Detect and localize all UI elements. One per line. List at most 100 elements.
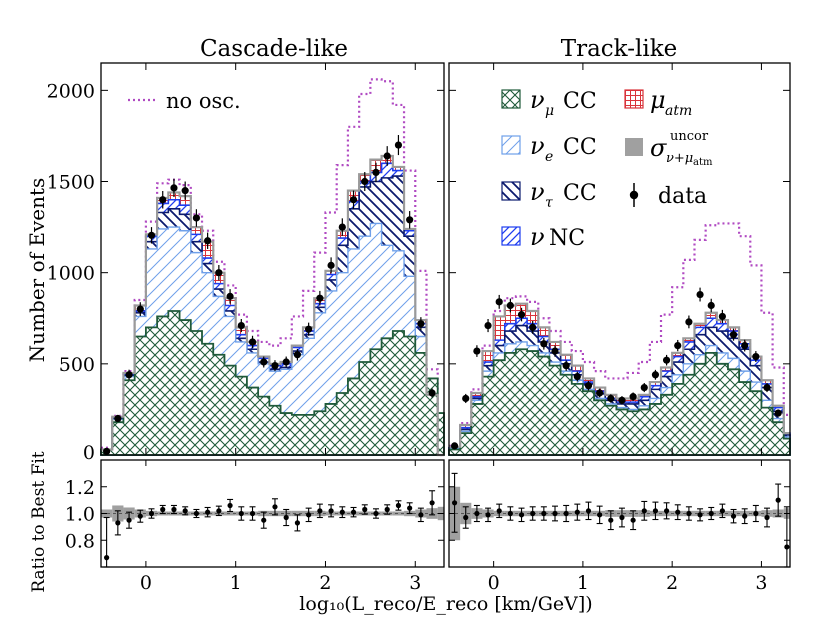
ratio-point	[160, 506, 166, 513]
data-point	[147, 231, 156, 239]
data-point	[506, 301, 514, 310]
noosc-line	[101, 78, 444, 457]
ratio-point	[306, 512, 312, 518]
data-point	[159, 196, 167, 204]
data-point	[383, 152, 391, 160]
data-point	[271, 362, 279, 370]
x-tick-label: 0	[488, 572, 500, 594]
legend-nutau-swatch	[501, 181, 521, 201]
data-point	[540, 340, 548, 348]
data-point	[529, 323, 537, 331]
data-point	[696, 290, 704, 299]
x-tick-label: 0	[140, 572, 152, 594]
ratio-point	[407, 505, 413, 511]
ratio-point	[148, 510, 155, 517]
numu-cc-layer	[448, 348, 791, 456]
legend-data-marker	[629, 190, 639, 200]
data-point	[181, 187, 189, 195]
ratio-point	[686, 510, 692, 517]
data-point	[260, 358, 268, 366]
ratio-point	[619, 514, 625, 521]
data-point	[192, 214, 201, 222]
ratio-tick-label: 1.2	[65, 477, 95, 499]
data-point	[327, 261, 335, 269]
legend-numu-cc: CC	[563, 89, 597, 114]
ratio-point	[608, 517, 614, 523]
ratio-point	[697, 512, 703, 518]
ratio-point	[775, 497, 781, 503]
ratio-point	[362, 506, 368, 513]
data-point	[774, 409, 782, 417]
legend-nutau-cc: CC	[563, 181, 597, 206]
ratio-point	[205, 509, 211, 515]
data-point	[462, 394, 470, 403]
ratio-point	[227, 502, 233, 509]
y-tick-label: 0	[83, 442, 95, 464]
ratio-point	[350, 509, 357, 515]
data-point	[170, 184, 178, 192]
frame-ratio-track	[448, 459, 791, 568]
data-point	[103, 447, 111, 455]
data-point	[361, 177, 369, 186]
ratio-point	[764, 514, 770, 521]
data-point	[316, 294, 324, 302]
x-axis-title: log₁₀(L_reco/E_reco [km/GeV])	[299, 593, 592, 615]
data-point	[573, 373, 581, 381]
ratio-point	[238, 510, 244, 517]
legend-sigma-sup: uncor	[670, 129, 709, 144]
data-point	[248, 338, 257, 346]
x-tick-label: 3	[755, 572, 767, 594]
data-point	[640, 383, 648, 392]
data-layer	[450, 287, 782, 450]
ratio-point	[373, 510, 379, 517]
data-point	[729, 331, 738, 339]
ratio-point	[395, 502, 402, 509]
data-point	[495, 298, 503, 306]
ratio-point	[552, 510, 558, 517]
ratio-point	[474, 510, 480, 517]
ratio-point	[182, 508, 188, 514]
ratio-point	[719, 508, 725, 514]
legend-nutau-nu: ν	[530, 178, 545, 206]
frame-main-cascade	[100, 62, 445, 456]
data-point	[607, 394, 615, 403]
ratio-point	[675, 509, 681, 515]
data-point	[517, 311, 526, 319]
ticks-layer: 0 1 2 3 0.8 1.0 1.2	[65, 460, 444, 594]
ticks-layer: 0 1 2 3	[449, 460, 790, 594]
y-axis-title: Number of Events	[25, 178, 49, 363]
data-point	[305, 325, 313, 333]
data-point	[752, 352, 760, 361]
ratio-point	[652, 508, 659, 514]
data-point	[707, 301, 715, 310]
data-point	[562, 362, 570, 370]
y-tick-label: 500	[59, 354, 95, 376]
data-point	[596, 389, 604, 397]
ratio-point	[597, 512, 603, 518]
data-point	[237, 321, 245, 330]
ratio-point	[249, 510, 256, 517]
ratio-point	[730, 513, 737, 519]
noosc-line	[449, 222, 790, 447]
ratio-point	[283, 514, 289, 521]
data-point	[394, 141, 403, 149]
legend-sigma-sub2: atm	[693, 157, 713, 168]
ratio-panel-track: 0 1 2 3	[449, 460, 790, 594]
x-tick-label: 2	[666, 572, 678, 594]
data-point	[551, 347, 559, 355]
ratio-point	[574, 509, 580, 515]
legend-numu-swatch	[501, 89, 521, 109]
ratio-point	[518, 512, 525, 518]
noosc-layer	[449, 222, 790, 447]
data-point	[428, 389, 436, 397]
ratio-point	[171, 506, 177, 513]
data-point	[450, 442, 459, 450]
data-point	[338, 223, 346, 231]
data-point	[473, 347, 481, 355]
x-tick-label: 1	[577, 572, 589, 594]
legend-nutau-sub: τ	[545, 195, 553, 211]
ratio-point	[507, 510, 513, 517]
ratio-point	[317, 508, 323, 514]
legend-nue-nu: ν	[530, 132, 545, 160]
